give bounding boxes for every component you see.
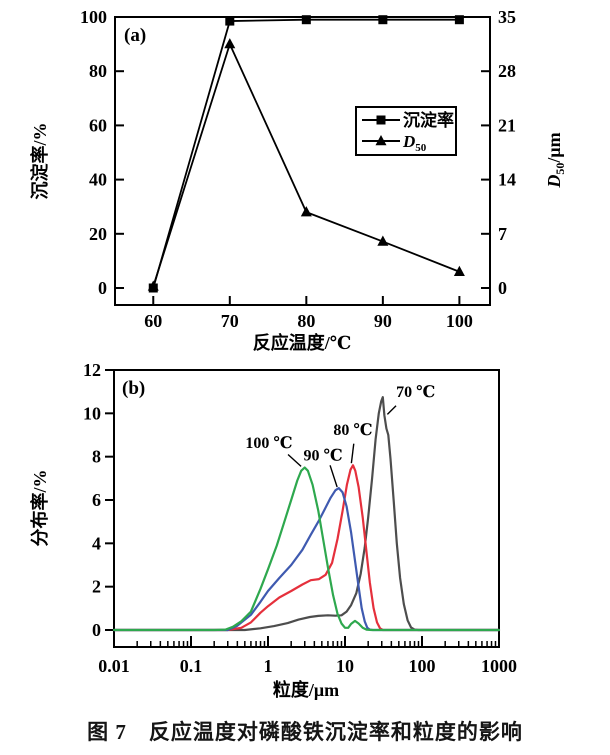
x-tick-label: 0.1	[180, 656, 203, 676]
curve-label: 70 ℃	[396, 384, 435, 401]
x-tick-label: 0.01	[98, 656, 130, 676]
y-right-tick-label: 35	[498, 7, 516, 27]
annotation-90℃: 90 ℃	[304, 447, 343, 488]
y-left-tick-label: 60	[89, 115, 107, 135]
y-tick-label: 8	[92, 447, 101, 467]
legend-label: D50	[402, 132, 427, 154]
x-tick-label: 100	[409, 656, 436, 676]
annotation-70℃: 70 ℃	[386, 384, 435, 415]
x-axis-title-a: 反应温度/℃	[253, 332, 352, 353]
y-tick-label: 10	[83, 403, 101, 423]
x-axis-title-b: 粒度/μm	[273, 679, 339, 700]
curve-70℃	[112, 395, 501, 632]
x-tick-label: 10	[336, 656, 354, 676]
y-left-tick-label: 100	[80, 7, 107, 27]
square-marker	[376, 115, 386, 125]
x-tick-label: 1000	[481, 656, 517, 676]
x-tick-label: 90	[374, 311, 392, 331]
y-right-tick-label: 28	[498, 61, 516, 81]
x-tick-label: 100	[446, 311, 473, 331]
triangle-marker	[300, 206, 312, 217]
y-axis-title-b: 分布率/%	[29, 469, 50, 546]
x-tick-label: 1	[264, 656, 273, 676]
square-marker	[378, 15, 388, 25]
plot-frame-b	[113, 369, 500, 648]
y-right-tick-label: 21	[498, 115, 516, 135]
x-tick-label: 80	[297, 311, 315, 331]
curve-label: 80 ℃	[333, 422, 372, 439]
panel-label-b: (b)	[122, 378, 145, 399]
y-right-tick-label: 14	[498, 170, 516, 190]
annotation-100℃: 100 ℃	[245, 435, 302, 467]
y-tick-label: 6	[92, 490, 101, 510]
y-left-tick-label: 80	[89, 61, 107, 81]
axes-b: 0 2 4 6 8 10 12 0.01 0.1 1 10 100 1000	[83, 360, 517, 676]
y-tick-label: 0	[92, 620, 101, 640]
curve-100℃	[112, 466, 501, 632]
curve-label: 90 ℃	[304, 447, 343, 464]
annotation-80℃: 80 ℃	[333, 422, 373, 464]
x-tick-label: 70	[221, 311, 239, 331]
square-marker	[454, 15, 464, 25]
y-tick-label: 12	[83, 360, 101, 380]
curve-90℃	[112, 487, 501, 632]
y-left-tick-label: 20	[89, 224, 107, 244]
y-right-tick-label: 7	[498, 224, 507, 244]
y-tick-label: 2	[92, 577, 101, 597]
axes-a: 0 20 40 60 80 100 0 7 14 21 28 35 60 70 80 90 100	[80, 7, 516, 331]
legend-label: 沉淀率	[403, 110, 454, 130]
triangle-marker	[453, 265, 465, 276]
triangle-marker	[377, 235, 389, 246]
y-right-tick-label: 0	[498, 278, 507, 298]
series-d50	[147, 38, 465, 291]
square-marker	[225, 16, 235, 26]
curve-label: 100 ℃	[245, 435, 292, 452]
triangle-marker	[375, 135, 387, 146]
y-left-axis-title: 沉淀率/%	[29, 122, 50, 199]
y-tick-label: 4	[92, 533, 101, 553]
triangle-marker	[224, 38, 236, 49]
y-left-tick-label: 40	[89, 170, 107, 190]
size-distribution-chart: 0 2 4 6 8 10 12 0.01 0.1 1 10 100 1000 (b) 分布率/% 粒度/μm 1…	[29, 360, 517, 700]
y-right-axis-title: D50/μm	[544, 132, 567, 188]
triangle-marker	[147, 280, 159, 291]
precipitation-rate-chart: 0 20 40 60 80 100 0 7 14 21 28 35 60 70 80 90 100 (a) 沉淀率/…	[29, 7, 567, 353]
panel-label-a: (a)	[124, 25, 146, 46]
y-left-tick-label: 0	[98, 278, 107, 298]
curve-80℃	[112, 464, 501, 632]
square-marker	[301, 15, 311, 25]
figure-caption: 图 7 反应温度对磷酸铁沉淀率和粒度的影响	[87, 720, 523, 744]
x-tick-label: 60	[144, 311, 162, 331]
